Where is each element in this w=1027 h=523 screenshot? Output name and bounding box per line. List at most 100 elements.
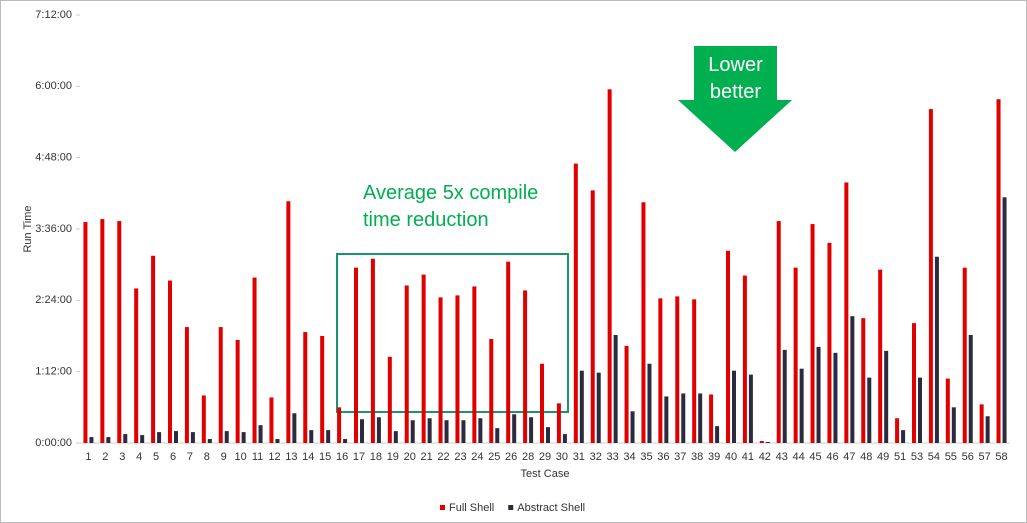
x-tick-label: 25 [488, 451, 500, 463]
bar [478, 418, 483, 443]
bar [140, 435, 145, 443]
bar [286, 201, 291, 443]
bar [489, 338, 494, 443]
bar [968, 335, 973, 443]
bar [901, 430, 906, 443]
bar [258, 425, 263, 443]
bar [404, 285, 409, 443]
y-tick-label: 1:12:00 [35, 366, 72, 378]
bar [427, 418, 432, 443]
bar [895, 418, 900, 443]
x-tick-label: 45 [809, 451, 821, 463]
x-tick-label: 36 [657, 451, 669, 463]
bar [269, 397, 274, 443]
y-axis-label: Run Time [22, 205, 34, 252]
bar [951, 407, 956, 443]
bar [523, 290, 528, 443]
bar [962, 267, 967, 443]
bar [410, 420, 415, 443]
bar [275, 439, 280, 443]
bar [979, 404, 984, 443]
arrow [678, 46, 792, 152]
bar [376, 417, 381, 443]
bar [100, 219, 105, 443]
x-tick-label: 47 [843, 451, 855, 463]
x-tick-label: 1 [85, 451, 91, 463]
bar [918, 377, 922, 443]
x-tick-label: 32 [590, 451, 602, 463]
bar [89, 437, 94, 443]
x-tick-label: 35 [640, 451, 652, 463]
bar [765, 442, 770, 443]
x-tick-label: 9 [221, 451, 227, 463]
bar [83, 222, 88, 443]
bar [252, 277, 257, 443]
x-tick-label: 3 [119, 451, 125, 463]
bar [573, 163, 578, 443]
x-tick-label: 33 [607, 451, 619, 463]
bar [123, 434, 128, 443]
bar [343, 439, 348, 443]
bar [1002, 197, 1007, 443]
bar [190, 432, 195, 443]
bar [607, 89, 612, 444]
bar [985, 416, 990, 443]
bar [292, 413, 297, 443]
x-tick-label: 40 [725, 451, 737, 463]
bar [354, 267, 358, 443]
bar [506, 261, 511, 443]
x-tick-label: 4 [136, 451, 142, 463]
bar [134, 288, 139, 443]
x-tick-label: 16 [336, 451, 348, 463]
x-tick-label: 51 [894, 451, 906, 463]
bar [945, 378, 950, 443]
x-tick-label: 26 [505, 451, 517, 463]
bar [827, 242, 832, 443]
bar [630, 411, 635, 443]
bar [444, 420, 449, 443]
bar [151, 255, 156, 443]
bar [698, 393, 703, 443]
bar [106, 437, 111, 443]
legend-swatch [508, 505, 514, 510]
bar [224, 431, 229, 443]
x-tick-label: 39 [708, 451, 720, 463]
x-tick-label: 46 [826, 451, 838, 463]
bar [512, 414, 517, 443]
bar [579, 370, 584, 443]
bar [184, 327, 189, 443]
highlight-box [336, 253, 569, 413]
x-tick-label: 37 [674, 451, 686, 463]
bar [421, 274, 426, 443]
bar [174, 431, 178, 443]
x-tick-label: 20 [404, 451, 416, 463]
x-tick-label: 18 [370, 451, 382, 463]
x-tick-label: 28 [522, 451, 534, 463]
x-tick-label: 58 [995, 451, 1007, 463]
x-tick-label: 34 [623, 451, 635, 463]
y-tick-label: 4:48:00 [35, 152, 72, 164]
bar [207, 439, 212, 443]
bar [309, 430, 314, 443]
bar [844, 182, 849, 443]
x-tick-label: 22 [437, 451, 449, 463]
bar [726, 250, 730, 443]
x-tick-label: 12 [268, 451, 280, 463]
bar [850, 316, 855, 443]
bar [218, 327, 223, 443]
bar [867, 377, 872, 443]
bar [529, 417, 534, 443]
x-axis-label: Test Case [521, 468, 570, 480]
bar [816, 346, 821, 443]
bar [675, 296, 680, 443]
bar [833, 352, 838, 443]
x-tick-label: 8 [204, 451, 210, 463]
y-tick-label: 6:00:00 [35, 80, 72, 92]
legend-swatch [440, 505, 445, 510]
bar [742, 275, 747, 443]
x-tick-label: 57 [979, 451, 991, 463]
x-tick-label: 23 [454, 451, 466, 463]
bar [782, 349, 787, 443]
bar [928, 109, 933, 444]
bar [472, 286, 477, 443]
